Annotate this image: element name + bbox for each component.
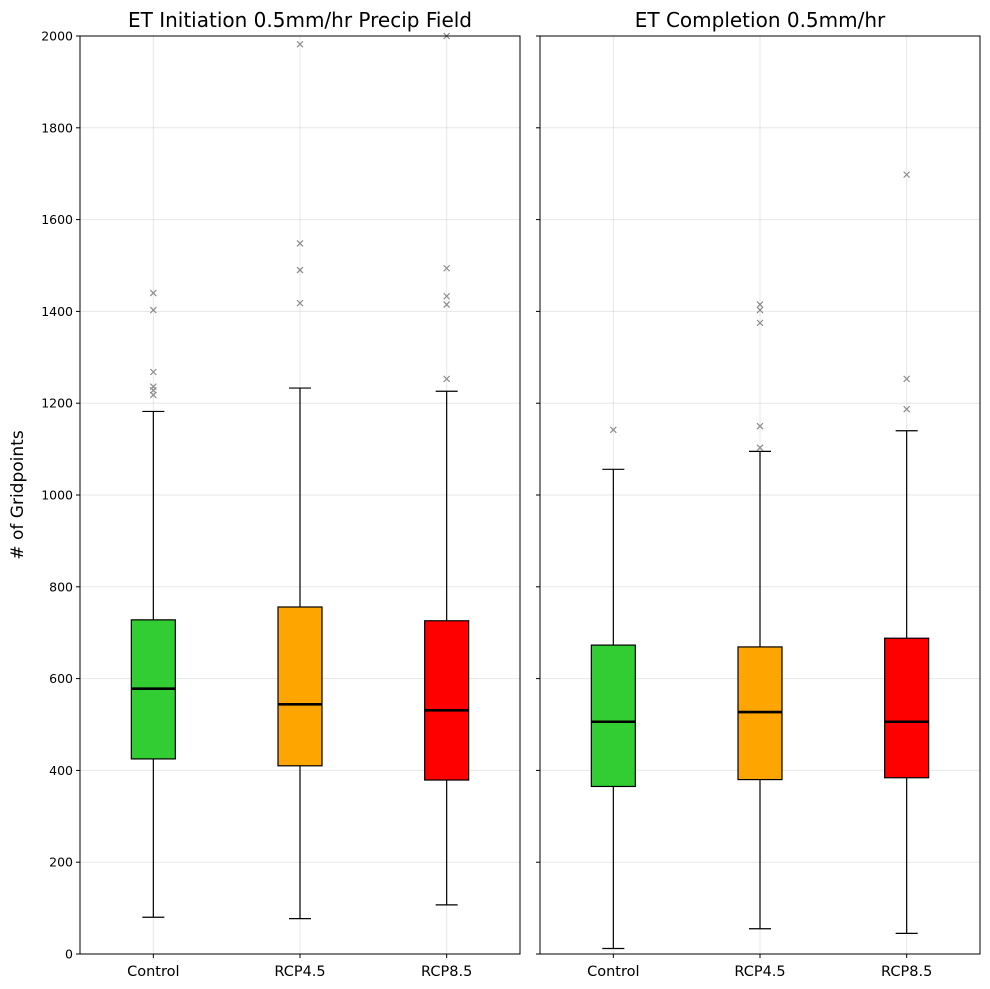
outlier-marker <box>756 301 764 308</box>
y-tick-label: 1800 <box>41 120 73 135</box>
outlier-marker <box>609 426 617 434</box>
y-axis: 0 200 400 600 800 1000 1200 1400 1600 1800 2000 <box>41 29 80 962</box>
right-panel-completion: ET Completion 0.5mm/hr Control RCP4.5 RCP8… <box>536 8 981 980</box>
outlier-stroke <box>443 375 451 383</box>
outlier-marker <box>296 299 304 307</box>
outlier-stroke <box>443 292 451 300</box>
outlier-marker <box>149 306 157 314</box>
x-axis: Control RCP4.5 RCP8.5 <box>127 954 472 980</box>
outlier-marker <box>756 306 764 314</box>
y-tick-label: 800 <box>49 579 73 594</box>
box-rcp4-5 <box>277 40 323 920</box>
outlier-marker <box>296 240 304 247</box>
plot-frame <box>79 35 521 955</box>
y-tick-label: 1200 <box>41 396 73 411</box>
outlier-stroke <box>149 306 157 314</box>
outlier-stroke <box>149 368 157 376</box>
x-tick-label: RCP4.5 <box>734 964 785 980</box>
outlier-stroke <box>443 264 451 272</box>
y-tick-label: 1600 <box>41 212 73 227</box>
outlier-marker <box>443 375 451 383</box>
outlier-stroke <box>296 40 304 48</box>
outlier-marker <box>149 368 157 376</box>
y-tick-label: 1000 <box>41 488 73 503</box>
outlier-stroke <box>609 426 617 434</box>
outlier-stroke <box>756 319 764 327</box>
box-control <box>590 426 636 950</box>
x-axis: Control RCP4.5 RCP8.5 <box>587 954 932 980</box>
iqr-box <box>277 606 323 767</box>
outlier-marker <box>296 266 304 274</box>
outlier-stroke <box>149 383 157 391</box>
plot-frame <box>539 35 981 955</box>
y-tick-label: 400 <box>49 763 73 778</box>
outlier-marker <box>443 301 451 308</box>
box-rcp8-5 <box>884 171 930 934</box>
outlier-stroke <box>756 301 764 308</box>
y-tick-label: 0 <box>65 947 73 962</box>
outlier-stroke <box>756 422 764 430</box>
outlier-stroke <box>443 301 451 308</box>
outlier-stroke <box>903 171 911 179</box>
right-panel-title: ET Completion 0.5mm/hr <box>635 8 886 32</box>
outlier-marker <box>756 422 764 430</box>
outlier-stroke <box>296 240 304 247</box>
outlier-stroke <box>296 266 304 274</box>
outlier-marker <box>756 444 764 452</box>
outlier-marker <box>149 383 157 391</box>
outlier-stroke <box>756 444 764 452</box>
outlier-stroke <box>903 405 911 413</box>
outlier-stroke <box>903 375 911 383</box>
iqr-box <box>424 620 470 781</box>
x-tick-label: RCP4.5 <box>274 964 325 980</box>
outlier-marker <box>756 319 764 327</box>
x-tick-label: Control <box>127 964 179 980</box>
y-tick-label: 1400 <box>41 304 73 319</box>
x-tick-label: RCP8.5 <box>881 964 932 980</box>
left-panel-title: ET Initiation 0.5mm/hr Precip Field <box>128 8 472 32</box>
box-control <box>130 289 176 918</box>
y-tick-label: 2000 <box>41 29 73 44</box>
outlier-marker <box>903 405 911 413</box>
iqr-box <box>884 637 930 779</box>
outlier-marker <box>443 292 451 300</box>
outlier-marker <box>296 40 304 48</box>
y-tick-label: 600 <box>49 671 73 686</box>
outlier-marker <box>149 289 157 297</box>
y-tick-label: 200 <box>49 855 73 870</box>
outlier-stroke <box>756 306 764 314</box>
outlier-marker <box>903 171 911 179</box>
outlier-marker <box>903 375 911 383</box>
y-axis <box>536 35 540 955</box>
outlier-stroke <box>149 289 157 297</box>
box-rcp8-5 <box>424 32 470 906</box>
x-tick-label: RCP8.5 <box>421 964 472 980</box>
box-rcp4-5 <box>737 301 783 930</box>
left-panel-initiation: ET Initiation 0.5mm/hr Precip Field # of… <box>8 8 521 980</box>
outlier-marker <box>443 264 451 272</box>
outlier-stroke <box>296 299 304 307</box>
y-axis-label: # of Gridpoints <box>8 430 28 559</box>
iqr-box <box>590 644 636 788</box>
x-tick-label: Control <box>587 964 639 980</box>
